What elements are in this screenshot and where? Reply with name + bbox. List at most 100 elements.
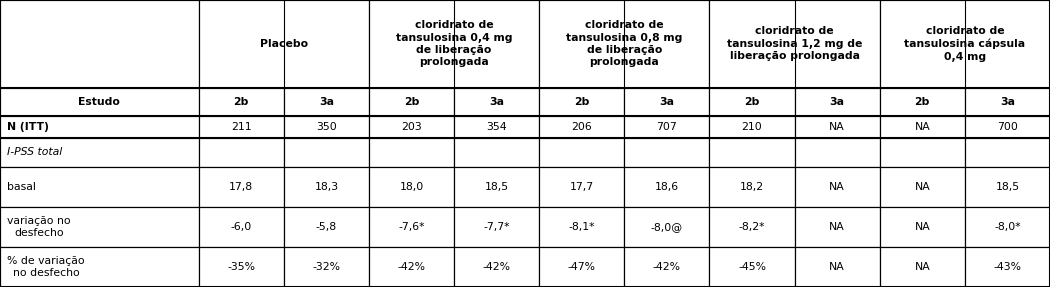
Text: 354: 354 bbox=[486, 122, 507, 132]
Bar bbox=[710, 138, 795, 166]
Text: variação no
desfecho: variação no desfecho bbox=[7, 216, 71, 238]
Text: basal: basal bbox=[7, 182, 36, 192]
Bar bbox=[284, 166, 369, 207]
Bar bbox=[0, 166, 198, 207]
Text: 2b: 2b bbox=[404, 97, 419, 107]
Text: -8,0*: -8,0* bbox=[994, 222, 1021, 232]
Bar bbox=[284, 247, 369, 287]
Bar bbox=[880, 116, 965, 138]
Text: 18,6: 18,6 bbox=[655, 182, 679, 192]
Text: -8,2*: -8,2* bbox=[739, 222, 765, 232]
Bar bbox=[0, 0, 198, 88]
Text: NA: NA bbox=[915, 182, 930, 192]
Text: -32%: -32% bbox=[312, 262, 340, 272]
Bar bbox=[880, 0, 1050, 88]
Bar bbox=[284, 88, 369, 116]
Text: 2b: 2b bbox=[744, 97, 760, 107]
Bar bbox=[540, 166, 625, 207]
Text: NA: NA bbox=[830, 122, 845, 132]
Text: -42%: -42% bbox=[483, 262, 510, 272]
Bar bbox=[540, 247, 625, 287]
Bar bbox=[540, 116, 625, 138]
Bar bbox=[369, 88, 454, 116]
Bar bbox=[0, 138, 198, 166]
Bar bbox=[880, 247, 965, 287]
Text: cloridrato de
tansulosina 1,2 mg de
liberação prolongada: cloridrato de tansulosina 1,2 mg de libe… bbox=[727, 26, 862, 61]
Bar bbox=[965, 247, 1050, 287]
Bar bbox=[284, 116, 369, 138]
Bar bbox=[710, 247, 795, 287]
Text: 3a: 3a bbox=[830, 97, 844, 107]
Text: 18,2: 18,2 bbox=[740, 182, 764, 192]
Bar bbox=[710, 0, 880, 88]
Bar bbox=[710, 207, 795, 247]
Text: NA: NA bbox=[915, 122, 930, 132]
Text: NA: NA bbox=[830, 262, 845, 272]
Bar bbox=[540, 138, 625, 166]
Bar bbox=[454, 138, 540, 166]
Text: 3a: 3a bbox=[659, 97, 674, 107]
Bar bbox=[454, 88, 540, 116]
Text: 2b: 2b bbox=[233, 97, 249, 107]
Bar bbox=[795, 166, 880, 207]
Bar bbox=[710, 166, 795, 207]
Bar bbox=[625, 88, 710, 116]
Bar bbox=[965, 88, 1050, 116]
Bar bbox=[880, 138, 965, 166]
Bar bbox=[0, 88, 198, 116]
Text: 211: 211 bbox=[231, 122, 252, 132]
Text: 3a: 3a bbox=[319, 97, 334, 107]
Text: NA: NA bbox=[830, 182, 845, 192]
Text: -47%: -47% bbox=[568, 262, 595, 272]
Bar bbox=[965, 138, 1050, 166]
Text: 206: 206 bbox=[571, 122, 592, 132]
Text: I-PSS total: I-PSS total bbox=[7, 148, 63, 158]
Bar bbox=[625, 166, 710, 207]
Text: -7,7*: -7,7* bbox=[483, 222, 510, 232]
Bar bbox=[369, 247, 454, 287]
Text: -43%: -43% bbox=[993, 262, 1022, 272]
Bar bbox=[369, 0, 540, 88]
Text: 3a: 3a bbox=[489, 97, 504, 107]
Bar bbox=[795, 88, 880, 116]
Bar bbox=[284, 207, 369, 247]
Text: 17,8: 17,8 bbox=[229, 182, 253, 192]
Bar bbox=[369, 207, 454, 247]
Bar bbox=[965, 207, 1050, 247]
Bar bbox=[454, 166, 540, 207]
Bar bbox=[965, 116, 1050, 138]
Bar bbox=[540, 207, 625, 247]
Bar bbox=[369, 166, 454, 207]
Bar bbox=[880, 166, 965, 207]
Bar bbox=[198, 138, 284, 166]
Text: -42%: -42% bbox=[653, 262, 680, 272]
Bar bbox=[710, 116, 795, 138]
Bar bbox=[198, 0, 369, 88]
Text: 203: 203 bbox=[401, 122, 422, 132]
Text: N (ITT): N (ITT) bbox=[7, 122, 49, 132]
Bar bbox=[625, 138, 710, 166]
Text: Placebo: Placebo bbox=[259, 39, 308, 49]
Text: 707: 707 bbox=[656, 122, 677, 132]
Text: NA: NA bbox=[915, 222, 930, 232]
Bar bbox=[198, 166, 284, 207]
Bar bbox=[540, 88, 625, 116]
Bar bbox=[198, 207, 284, 247]
Text: 18,5: 18,5 bbox=[484, 182, 508, 192]
Text: -35%: -35% bbox=[227, 262, 255, 272]
Bar bbox=[625, 116, 710, 138]
Text: -8,1*: -8,1* bbox=[568, 222, 595, 232]
Text: 18,5: 18,5 bbox=[995, 182, 1020, 192]
Bar bbox=[454, 207, 540, 247]
Bar bbox=[369, 138, 454, 166]
Text: cloridrato de
tansulosina 0,4 mg
de liberação
prolongada: cloridrato de tansulosina 0,4 mg de libe… bbox=[396, 20, 512, 67]
Text: -8,0@: -8,0@ bbox=[651, 222, 682, 232]
Text: 17,7: 17,7 bbox=[570, 182, 594, 192]
Bar bbox=[369, 116, 454, 138]
Text: cloridrato de
tansulosina cápsula
0,4 mg: cloridrato de tansulosina cápsula 0,4 mg bbox=[904, 26, 1026, 62]
Bar bbox=[795, 247, 880, 287]
Text: cloridrato de
tansulosina 0,8 mg
de liberação
prolongada: cloridrato de tansulosina 0,8 mg de libe… bbox=[566, 20, 682, 67]
Bar bbox=[284, 138, 369, 166]
Text: 210: 210 bbox=[741, 122, 762, 132]
Text: 18,3: 18,3 bbox=[314, 182, 338, 192]
